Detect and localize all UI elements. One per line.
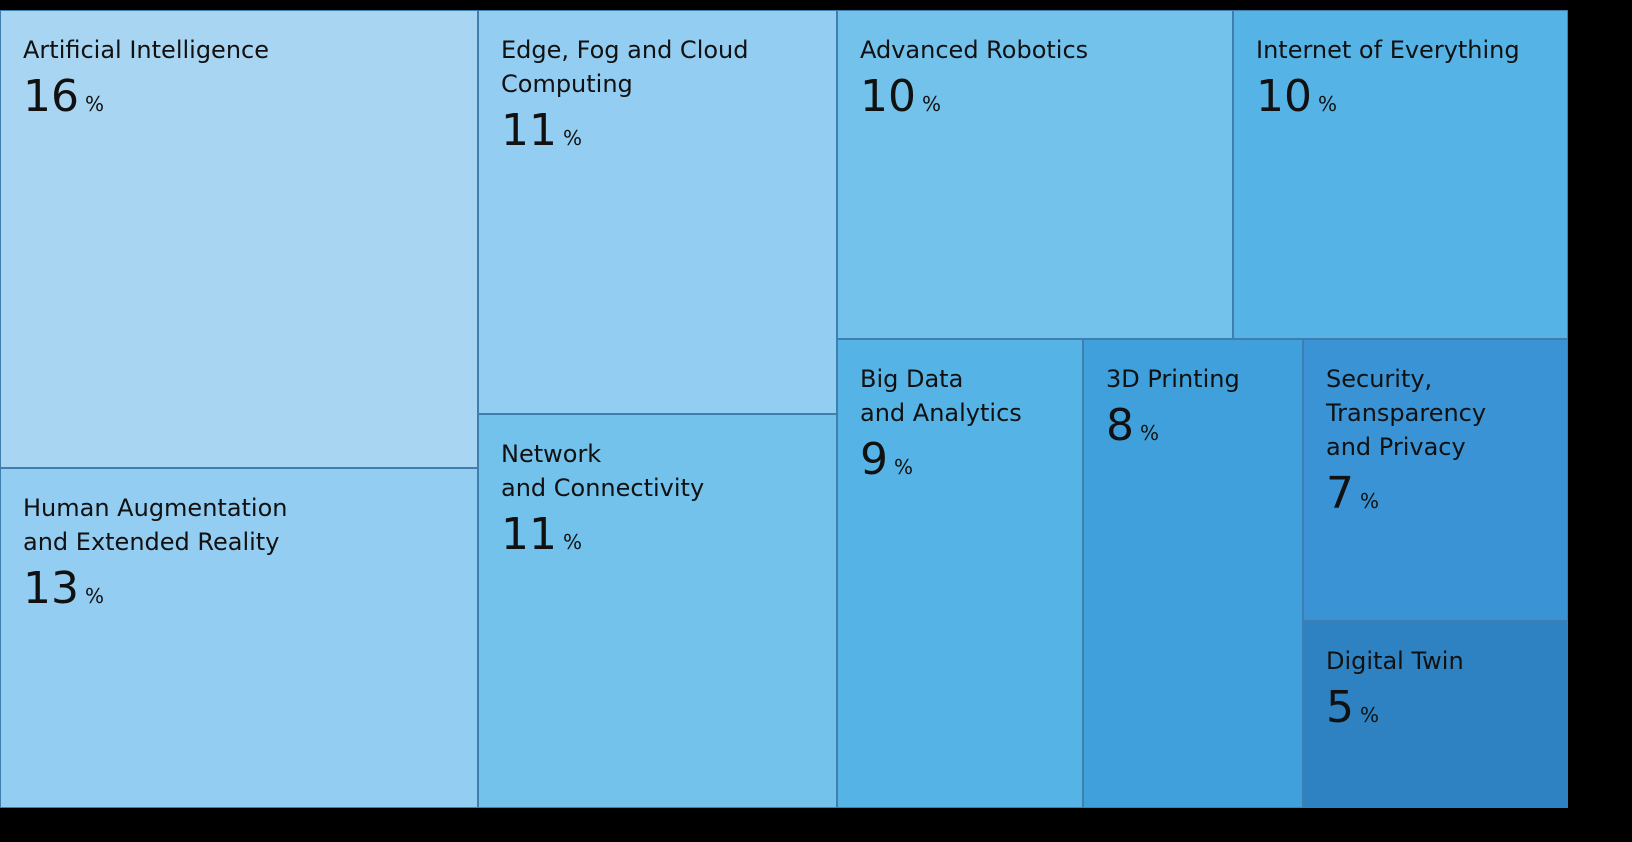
unit-label: %: [563, 530, 583, 554]
value-line: 9%: [860, 432, 1022, 495]
cell-text: Network and Connectivity 11%: [501, 437, 704, 570]
value-line: 11%: [501, 103, 749, 166]
treemap-cell: Edge, Fog and Cloud Computing 11%: [478, 10, 837, 414]
unit-label: %: [922, 92, 942, 116]
value-label: 13: [23, 563, 79, 614]
category-label: Internet of Everything: [1256, 36, 1520, 64]
value-line: 10%: [1256, 69, 1520, 132]
treemap-cell: Security, Transparency and Privacy 7%: [1303, 339, 1568, 621]
value-line: 7%: [1326, 466, 1486, 529]
unit-label: %: [85, 92, 105, 116]
treemap-cell: Human Augmentation and Extended Reality 1…: [0, 468, 478, 808]
cell-text: Human Augmentation and Extended Reality 1…: [23, 491, 288, 624]
value-line: 11%: [501, 507, 704, 570]
treemap-cell: Big Data and Analytics 9%: [837, 339, 1083, 808]
category-label: Advanced Robotics: [860, 36, 1089, 64]
treemap-cell: Advanced Robotics 10%: [837, 10, 1233, 339]
unit-label: %: [85, 584, 105, 608]
treemap-cell: 3D Printing 8%: [1083, 339, 1303, 808]
cell-text: Artificial Intelligence 16%: [23, 33, 269, 132]
cell-text: Security, Transparency and Privacy 7%: [1326, 362, 1486, 529]
value-label: 11: [501, 105, 557, 156]
category-label: Artificial Intelligence: [23, 36, 269, 64]
category-label: Human Augmentation and Extended Reality: [23, 494, 288, 556]
unit-label: %: [894, 455, 914, 479]
treemap-cell: Digital Twin 5%: [1303, 621, 1568, 808]
value-line: 5%: [1326, 680, 1464, 743]
category-label: Big Data and Analytics: [860, 365, 1022, 427]
treemap-cell: Internet of Everything 10%: [1233, 10, 1568, 339]
value-label: 10: [1256, 71, 1312, 122]
value-label: 5: [1326, 682, 1354, 733]
unit-label: %: [1360, 703, 1380, 727]
category-label: Digital Twin: [1326, 647, 1464, 675]
value-label: 8: [1106, 400, 1134, 451]
unit-label: %: [563, 126, 583, 150]
value-line: 13%: [23, 561, 288, 624]
treemap-cell: Network and Connectivity 11%: [478, 414, 837, 808]
value-line: 16%: [23, 69, 269, 132]
category-label: Security, Transparency and Privacy: [1326, 365, 1487, 461]
category-label: Network and Connectivity: [501, 440, 705, 502]
cell-text: Big Data and Analytics 9%: [860, 362, 1022, 495]
unit-label: %: [1360, 489, 1380, 513]
cell-text: Edge, Fog and Cloud Computing 11%: [501, 33, 749, 166]
value-label: 11: [501, 509, 557, 560]
cell-text: Advanced Robotics 10%: [860, 33, 1088, 132]
treemap-cell: Artificial Intelligence 16%: [0, 10, 478, 468]
value-line: 8%: [1106, 398, 1240, 461]
value-label: 10: [860, 71, 916, 122]
value-label: 16: [23, 71, 79, 122]
value-label: 7: [1326, 468, 1354, 519]
cell-text: Digital Twin 5%: [1326, 644, 1464, 743]
value-label: 9: [860, 434, 888, 485]
unit-label: %: [1140, 421, 1160, 445]
category-label: 3D Printing: [1106, 365, 1240, 393]
value-line: 10%: [860, 69, 1088, 132]
unit-label: %: [1318, 92, 1338, 116]
cell-text: Internet of Everything 10%: [1256, 33, 1520, 132]
cell-text: 3D Printing 8%: [1106, 362, 1240, 461]
category-label: Edge, Fog and Cloud Computing: [501, 36, 749, 98]
